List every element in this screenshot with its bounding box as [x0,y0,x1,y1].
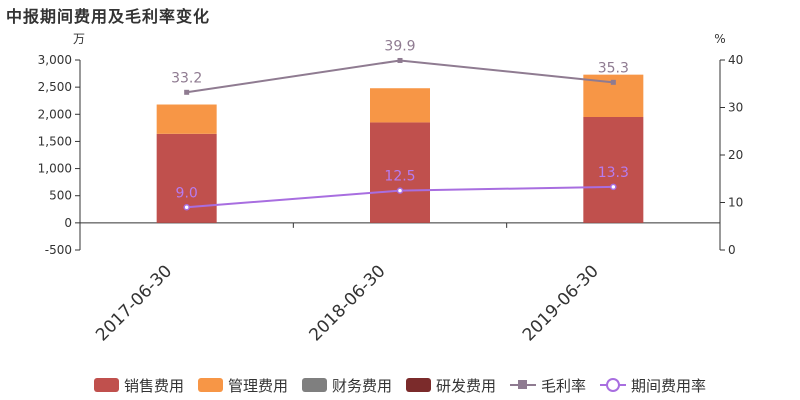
left-axis-tick-label: -500 [45,243,72,257]
bar-sales-expense [370,122,430,223]
expense-ratio-point [610,183,617,191]
legend-label: 管理费用 [227,376,288,395]
legend-item-expense-ratio[interactable]: 期间费用率 [600,375,706,396]
legend-label: 期间费用率 [631,376,707,395]
chart-title: 中报期间费用及毛利率变化 [6,7,211,26]
right-axis-tick-label: 40 [728,53,743,67]
gross-margin-line [186,59,614,94]
left-axis-tick-label: 2,000 [38,107,72,121]
legend-swatch [93,378,119,392]
gross-margin-point [184,89,190,95]
x-axis-tick-label: 2018-06-30 [306,261,390,345]
expense-ratio-point [396,187,404,194]
legend-swatch [406,378,431,392]
legend-label: 销售费用 [123,376,184,395]
legend-item-sales-expense[interactable]: 销售费用 [93,375,184,396]
data-label: 35.3 [598,60,629,76]
bar-admin-expense [370,88,430,123]
legend-line-square-icon [510,378,537,392]
gross-margin-point [397,57,403,63]
x-axis-tick-label: 2017-06-30 [92,261,176,345]
left-axis-tick-label: 2,500 [38,80,72,94]
left-axis-tick-label: 0 [64,216,72,230]
legend-item-rd-expense[interactable]: 研发费用 [406,375,496,396]
right-axis-unit: % [714,32,725,46]
right-axis-tick-label: 20 [728,148,743,162]
legend-label: 财务费用 [331,376,392,395]
chart-legend: 销售费用 管理费用 财务费用 研发费用 毛利率 期间费用率 [0,372,800,398]
legend-swatch [301,378,327,392]
right-axis-tick-label: 10 [728,196,743,210]
right-axis-tick-label: 30 [728,101,743,115]
legend-item-finance-expense[interactable]: 财务费用 [301,375,392,396]
chart-canvas: 万 % -500 0 500 1,000 1,500 2,000 2,500 3,000 0 10 20… [38,32,744,345]
legend-label: 毛利率 [541,376,587,395]
legend-label: 研发费用 [436,376,497,395]
left-axis-tick-label: 1,500 [38,134,72,148]
legend-line-circle-icon [600,378,627,392]
left-axis-tick-label: 500 [49,189,72,203]
legend-item-gross-margin[interactable]: 毛利率 [510,375,586,396]
x-axis-tick-label: 2019-06-30 [519,261,603,345]
gross-margin-point [610,79,616,85]
bar-admin-expense [156,104,217,134]
left-axis-tick-label: 1,000 [38,162,72,176]
left-axis-unit: 万 [73,32,85,46]
right-axis-tick-label: 0 [728,243,736,257]
bar-sales-expense [583,117,644,223]
data-label: 13.3 [598,165,629,181]
legend-item-admin-expense[interactable]: 管理费用 [197,375,288,396]
data-label: 9.0 [176,185,198,201]
legend-swatch [197,378,223,392]
left-axis-tick-label: 3,000 [38,53,72,67]
data-label: 39.9 [384,38,415,54]
data-label: 33.2 [171,70,202,86]
data-label: 12.5 [384,169,415,185]
expense-ratio-point [183,204,190,211]
